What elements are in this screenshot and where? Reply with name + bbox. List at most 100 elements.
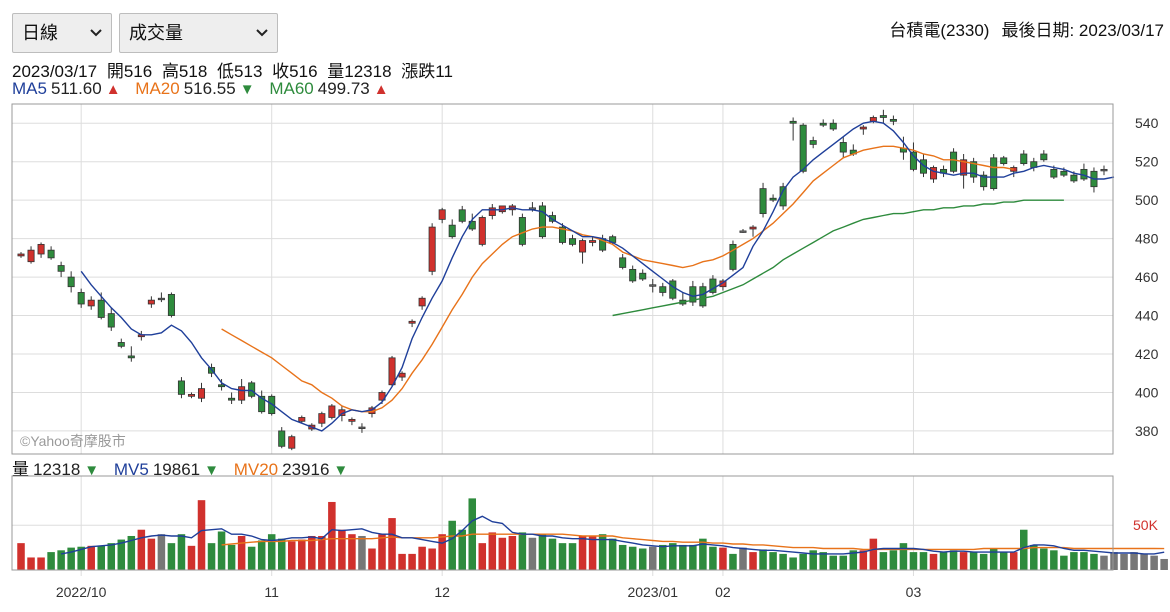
candle-body [57,265,65,272]
volume-bar [648,546,657,570]
volume-bar [749,552,757,570]
candle-body [248,382,256,397]
volume-bar [187,545,196,570]
volume-bar [348,534,356,570]
candle-body [799,124,807,172]
candle-body [1060,170,1068,176]
volume-bar [1090,553,1098,570]
volume-bar [709,546,717,570]
ohlc-volume: 量12318 [327,62,392,81]
up-arrow-icon: ▲ [105,81,121,98]
volume-bar [638,548,647,570]
volume-bar [769,552,777,570]
period-select[interactable]: 日線 [12,13,112,53]
volume-bar [147,538,156,570]
volume-bar [287,541,296,570]
volume-bar [378,534,386,570]
volume-bar [558,543,567,570]
chevron-down-icon [90,29,102,37]
ma20-value: 516.55 [183,79,236,98]
last-date: 最後日期: 2023/03/17 [1001,21,1164,40]
volume-bar [969,552,978,570]
candle-body [749,226,757,230]
candle-body [569,238,577,245]
candle-body [558,226,567,243]
ma-legend: MA5 511.60 ▲ MA20 516.55 ▼ MA60 499.73 ▲ [12,79,399,99]
candle-body [288,436,296,449]
price-tick-label: 400 [1135,384,1159,400]
volume-bar [1070,552,1078,570]
candle-body [398,372,406,378]
candle-body [538,205,546,238]
ma20-label: MA20 [135,79,180,98]
candle-body [960,159,968,176]
candle-body [388,357,396,386]
candle-body [729,243,737,270]
down-arrow-icon: ▼ [204,462,219,479]
indicator-select[interactable]: 成交量 [119,13,278,53]
candle-body [518,217,526,245]
volume-bar [839,555,848,570]
volume-bar [1080,552,1088,570]
candle-body [1070,174,1078,182]
volume-bar [1100,555,1108,570]
chart-frames [11,103,1114,571]
volume-bar [679,544,687,570]
ma60-label: MA60 [269,79,314,98]
ohlc-change: 漲跌11 [401,62,453,81]
mv20-line [221,533,1165,551]
volume-bar [528,537,537,570]
ma5-value: 511.60 [50,79,102,98]
volume-bar [1020,529,1028,570]
vol-label: 量 [12,460,29,479]
candle-body [589,240,597,243]
volume-bar [137,529,146,570]
volume-bar [227,544,236,570]
candle-body [699,286,707,307]
candle-body [408,320,416,324]
volume-bar [97,545,105,570]
candle-body [157,297,165,301]
price-tick-label: 480 [1135,231,1159,247]
candle-body [759,188,767,215]
candle-body [930,167,938,180]
x-tick-label: 11 [264,584,279,600]
volume-bar [1110,552,1118,570]
volume-bar [669,543,677,570]
x-tick-label: 02 [715,584,731,600]
mv20-label: MV20 [233,460,279,479]
candle-body [669,280,677,299]
volume-bar [498,537,507,570]
volume-bar [107,543,116,570]
volume-bar [418,546,426,570]
volume-bar [358,535,366,570]
price-tick-label: 520 [1135,154,1159,170]
volume-bar [408,553,416,570]
ohlc-summary: 2023/03/17 開516 高518 低513 收516 量12318 漲跌… [12,57,453,82]
period-select-value: 日線 [22,23,58,43]
candle-body [127,355,135,359]
chevron-down-icon [256,29,268,37]
candle-body [318,413,326,424]
volume-bar [598,534,607,570]
ma5-legend: MA5 511.60 ▲ [12,79,125,98]
indicator-select-value: 成交量 [129,23,183,43]
volume-bar [197,500,206,570]
candle-body [218,384,226,388]
candle-body [1020,153,1028,165]
candle-body [198,388,206,399]
candle-body [348,418,356,422]
volume-bar [488,532,497,570]
candle-body [117,342,125,347]
volume-bar [318,535,326,570]
candle-body [829,122,837,130]
volume-bar [719,547,727,570]
ma60-value: 499.73 [317,79,370,98]
volume-bar [1060,555,1068,570]
vol-value: 12318 [33,460,81,479]
ohlc-close: 收516 [272,62,318,81]
candle-body [298,417,306,422]
candle-body [438,209,446,220]
volume-bar [929,553,938,570]
